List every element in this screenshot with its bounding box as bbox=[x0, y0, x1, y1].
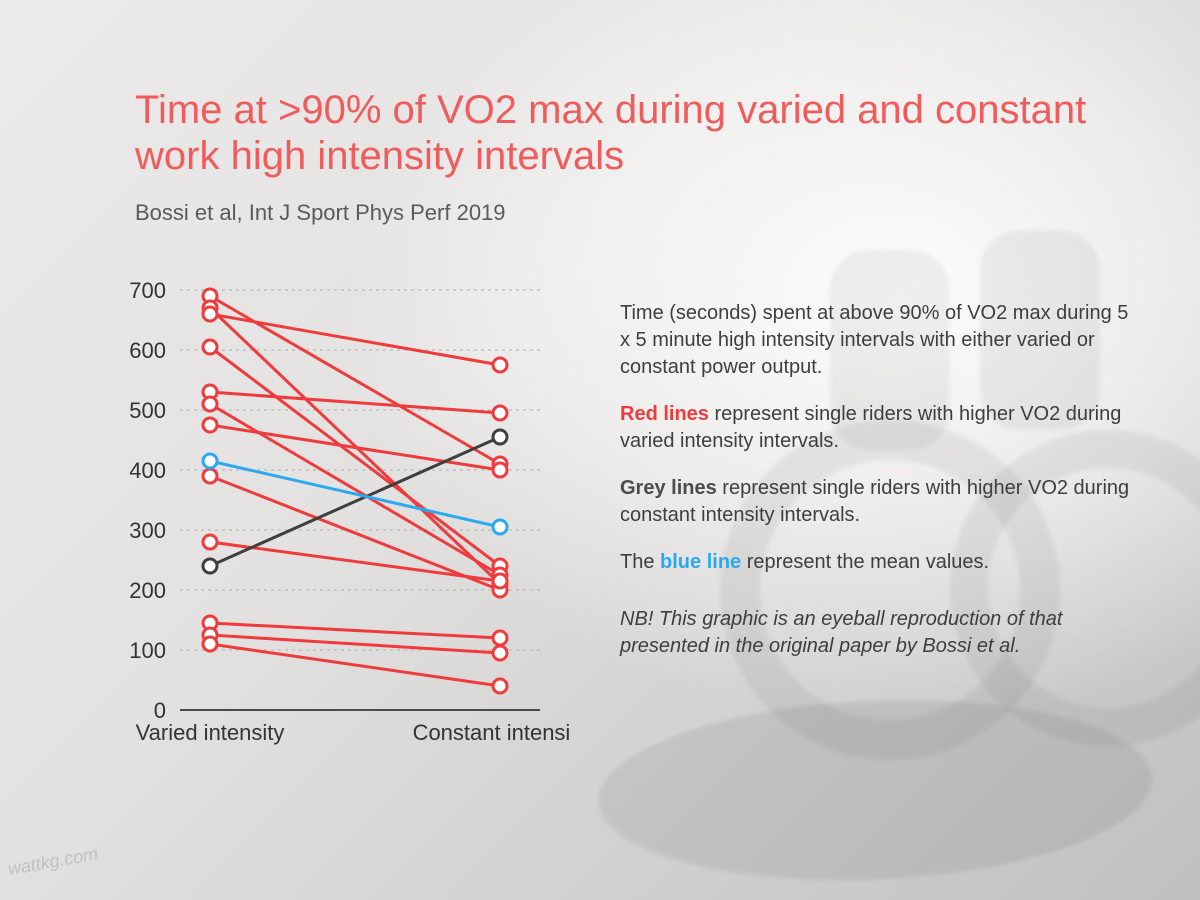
svg-text:400: 400 bbox=[129, 458, 166, 483]
description-panel: Time (seconds) spent at above 90% of VO2… bbox=[620, 300, 1140, 680]
desc-grey: Grey lines represent single riders with … bbox=[620, 475, 1140, 529]
svg-text:200: 200 bbox=[129, 578, 166, 603]
desc-note: NB! This graphic is an eyeball reproduct… bbox=[620, 606, 1140, 660]
page-root: Time at >90% of VO2 max during varied an… bbox=[0, 0, 1200, 900]
svg-text:600: 600 bbox=[129, 338, 166, 363]
svg-text:Varied intensity: Varied intensity bbox=[136, 720, 285, 745]
svg-text:Constant intensity: Constant intensity bbox=[413, 720, 570, 745]
desc-red: Red lines represent single riders with h… bbox=[620, 401, 1140, 455]
chart-title: Time at >90% of VO2 max during varied an… bbox=[135, 87, 1095, 179]
svg-text:500: 500 bbox=[129, 398, 166, 423]
slope-chart: 0100200300400500600700Varied intensityCo… bbox=[100, 280, 570, 760]
svg-text:300: 300 bbox=[129, 518, 166, 543]
citation: Bossi et al, Int J Sport Phys Perf 2019 bbox=[135, 200, 506, 226]
svg-text:100: 100 bbox=[129, 638, 166, 663]
desc-blue: The blue line represent the mean values. bbox=[620, 549, 1140, 576]
watermark: wattkg.com bbox=[6, 844, 99, 880]
desc-intro: Time (seconds) spent at above 90% of VO2… bbox=[620, 300, 1140, 381]
svg-text:700: 700 bbox=[129, 280, 166, 303]
